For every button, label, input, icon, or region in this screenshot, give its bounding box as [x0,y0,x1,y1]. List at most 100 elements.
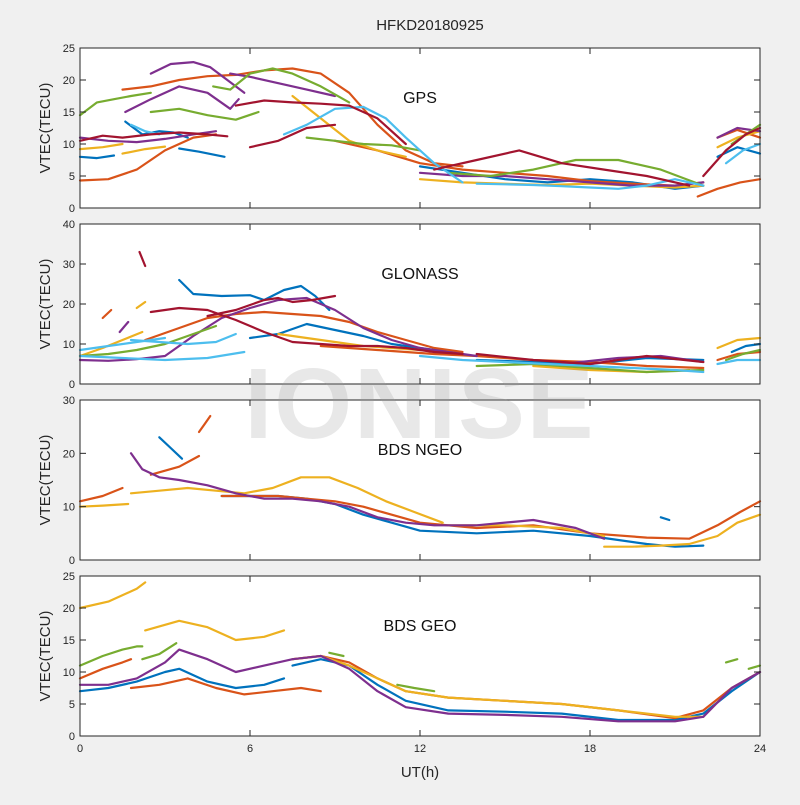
series-line [475,362,705,374]
series-line [78,658,133,680]
x-tick-label: 18 [584,743,596,755]
y-axis-label: VTEC(TECU) [37,259,54,350]
panel-2: 0 10 20 30 VTEC(TECU) BDS NGEO [37,395,762,567]
y-tick-label: 10 [63,139,75,151]
series-line [78,324,218,358]
watermark: IONISE [245,348,596,460]
y-tick-label: 40 [63,219,75,231]
series-line [433,149,691,187]
y-tick-label: 10 [63,339,75,351]
panel-3: 0 5 10 15 20 25 0 6 12 18 24 VTEC(TECU) BDS GEO [37,571,766,755]
y-axis-label: VTEC(TECU) [37,83,54,174]
panel-1: 0 10 20 30 40 VTEC(TECU) GLONASS [37,219,762,391]
series-line [178,147,226,158]
series-line [78,645,144,667]
y-tick-label: 15 [63,635,75,647]
series-line [78,350,246,362]
panel-label: BDS NGEO [378,442,462,459]
series-line [78,133,218,182]
panel-label: GPS [403,90,437,107]
series-line [78,667,286,693]
series-line [149,306,464,356]
y-tick-label: 0 [69,379,75,391]
series-line [149,60,246,94]
series-line [291,94,407,158]
series-line [197,414,212,434]
series-line [129,332,237,346]
series-line [603,513,762,548]
series-line [78,131,229,142]
y-tick-label: 20 [63,603,75,615]
series-group [78,250,762,374]
series-line [747,664,762,670]
series-line [149,454,201,476]
series-line [305,136,422,152]
series-line [328,651,345,658]
y-axis-label: VTEC(TECU) [37,435,54,526]
series-line [121,67,464,168]
series-line [418,354,705,374]
panel-label: GLONASS [381,266,458,283]
series-line [78,486,124,503]
series-line [730,342,762,354]
panel-label: BDS GEO [384,618,457,635]
figure-title: HFKD20180925 [376,17,484,34]
series-line [78,502,130,508]
plot-area [80,576,760,736]
series-line [716,358,762,366]
series-line [724,348,762,362]
plot-area [80,48,760,208]
series-line [124,85,240,114]
series-line [138,250,147,268]
y-axis-label: VTEC(TECU) [37,611,54,702]
series-line [291,654,705,718]
series-line [702,126,762,178]
y-tick-label: 30 [63,395,75,407]
series-line [475,352,705,366]
series-line [158,436,184,460]
series-line [212,67,351,104]
series-group [78,581,762,723]
series-line [282,105,464,184]
y-tick-label: 30 [63,259,75,271]
x-axis-label: UT(h) [401,764,439,781]
series-group [78,414,762,548]
series-line [447,158,705,187]
series-line [144,310,464,354]
series-line [78,581,147,610]
series-line [418,171,705,187]
series-line [78,330,144,358]
series-line [206,294,337,318]
y-tick-label: 20 [63,448,75,460]
series-line [319,344,705,370]
series-group [78,60,762,198]
series-line [124,120,189,139]
series-line [118,320,130,334]
y-tick-label: 15 [63,107,75,119]
series-line [78,154,116,160]
series-line [141,642,178,661]
series-line [724,142,762,165]
x-tick-label: 12 [414,743,426,755]
y-tick-label: 5 [69,699,75,711]
series-line [418,178,705,189]
x-tick-label: 24 [754,743,766,755]
series-line [724,658,739,664]
series-line [149,107,260,121]
series-line [78,648,762,723]
series-line [234,99,407,146]
series-line [716,336,762,350]
y-tick-label: 10 [63,667,75,679]
plot-area [80,400,760,560]
x-tick-label: 6 [247,743,253,755]
y-tick-label: 25 [63,571,75,583]
series-line [248,123,337,149]
y-tick-label: 10 [63,502,75,514]
series-line [129,476,444,524]
series-line [659,516,671,522]
y-tick-label: 0 [69,203,75,215]
series-line [78,91,152,117]
panels: 0 5 10 15 20 25 VTEC(TECU) GPS 0 10 20 30 40 VTEC(TEC… [37,43,766,755]
